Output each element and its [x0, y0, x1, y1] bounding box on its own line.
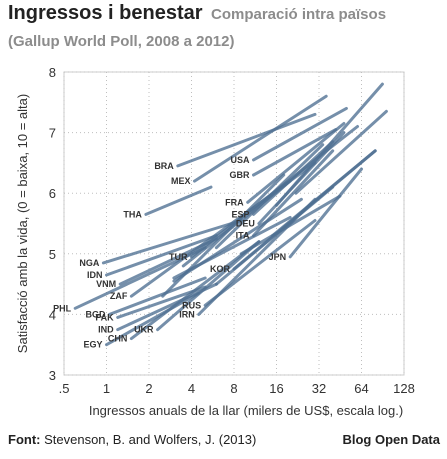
country-label-deu: DEU: [236, 219, 255, 229]
country-label-nga: NGA: [79, 258, 100, 268]
x-tick-label: 64: [354, 381, 368, 396]
series-line-unlabeled: [294, 109, 388, 195]
series-line-egy: [105, 291, 201, 347]
country-label-rus: RUS: [182, 300, 201, 310]
country-label-zaf: ZAF: [110, 291, 128, 301]
country-label-pak: PAK: [95, 312, 114, 322]
country-label-ukr: UKR: [134, 325, 154, 335]
series-line-fra: [246, 122, 346, 204]
country-label-mex: MEX: [171, 176, 191, 186]
country-label-fra: FRA: [225, 197, 244, 207]
series-line-unlabeled: [275, 82, 384, 207]
chart-header: Ingressos i benestar Comparació intra pa…: [8, 2, 444, 25]
y-axis-label: Satisfacció amb la vida, (0 = baixa, 10 …: [15, 94, 30, 353]
country-label-idn: IDN: [87, 270, 103, 280]
series-line-usa: [252, 106, 348, 162]
y-tick-label: 6: [49, 186, 56, 201]
x-tick-label: 16: [269, 381, 283, 396]
x-tick-label: .5: [59, 381, 70, 396]
series-line-bgd: [108, 276, 207, 316]
x-tick-label: 8: [230, 381, 237, 396]
country-label-tur: TUR: [169, 252, 188, 262]
series-line-ukr: [156, 240, 261, 332]
y-tick-label: 3: [49, 368, 56, 383]
series-line-tha: [144, 185, 213, 216]
country-label-irn: IRN: [179, 309, 195, 319]
series-line-unlabeled: [271, 149, 377, 238]
country-label-egy: EGY: [83, 340, 102, 350]
brand-label: Blog Open Data: [342, 432, 440, 447]
y-tick-label: 5: [49, 247, 56, 262]
y-tick-label: 4: [49, 307, 56, 322]
series-line-jpn: [288, 167, 363, 259]
source-text: Stevenson, B. and Wolfers, J. (2013): [44, 432, 257, 447]
chart-subtitle: Comparació intra països: [210, 6, 387, 23]
series-line-phl: [73, 246, 207, 310]
x-axis-label: Ingressos anuals de la llar (milers de U…: [89, 403, 403, 418]
country-label-usa: USA: [231, 155, 251, 165]
country-label-gbr: GBR: [230, 170, 251, 180]
x-tick-label: 1: [103, 381, 110, 396]
country-label-tha: THA: [123, 209, 142, 219]
y-tick-label: 7: [49, 126, 56, 141]
series-line-nga: [101, 219, 243, 265]
country-label-kor: KOR: [210, 264, 231, 274]
x-tick-label: 4: [188, 381, 195, 396]
country-label-chn: CHN: [108, 334, 128, 344]
series-line-idn: [105, 234, 218, 277]
series-line-unlabeled: [239, 194, 342, 256]
x-tick-label: 128: [393, 381, 415, 396]
series-line-gbr: [252, 128, 338, 177]
series-line-chn: [129, 240, 261, 341]
country-label-jpn: JPN: [269, 252, 287, 262]
country-label-ita: ITA: [236, 231, 250, 241]
source-label: Font:: [8, 432, 41, 447]
y-tick-label: 8: [49, 65, 56, 80]
chart-title: Ingressos i benestar: [8, 2, 203, 24]
chart-source-range: (Gallup World Poll, 2008 a 2012): [8, 33, 235, 50]
series-line-mex: [193, 94, 328, 183]
country-label-ind: IND: [98, 325, 114, 335]
country-label-vnm: VNM: [96, 279, 116, 289]
series-line-unlabeled: [172, 197, 303, 283]
country-label-bgd: BGD: [85, 309, 106, 319]
x-tick-label: 2: [145, 381, 152, 396]
country-label-bra: BRA: [154, 161, 174, 171]
series-line-bra: [176, 112, 317, 168]
footer: Font: Stevenson, B. and Wolfers, J. (201…: [8, 432, 444, 447]
country-label-esp: ESP: [232, 209, 250, 219]
x-tick-label: 32: [312, 381, 326, 396]
country-label-phl: PHL: [53, 303, 72, 313]
